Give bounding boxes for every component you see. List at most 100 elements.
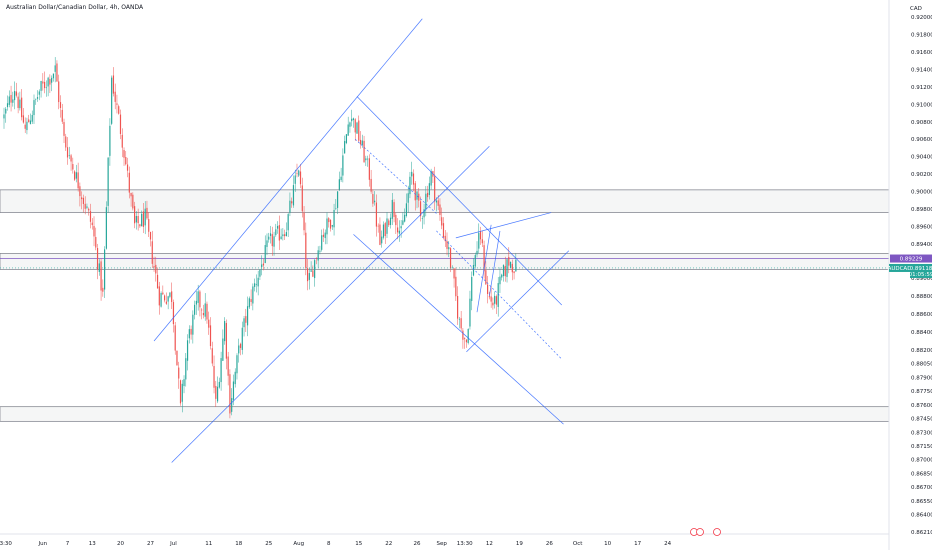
candle-body <box>225 323 227 359</box>
x-tick-label: 12 <box>486 541 493 547</box>
candle-body <box>169 292 171 297</box>
candle-body <box>204 303 206 317</box>
candle-body <box>494 295 496 304</box>
candle-body <box>38 91 40 95</box>
candle-body <box>121 134 123 148</box>
candle-body <box>441 217 443 226</box>
event-flag-icon[interactable] <box>713 528 721 536</box>
candle-body <box>338 179 340 190</box>
candle-body <box>384 223 386 237</box>
zone-rectangle[interactable] <box>0 253 890 270</box>
trendline[interactable] <box>489 230 501 297</box>
candle-body <box>296 173 298 174</box>
bar-countdown: 01:05:59 <box>909 272 932 278</box>
dashed-trendline[interactable] <box>436 230 562 360</box>
candle-body <box>321 235 323 250</box>
candle-body <box>423 209 425 218</box>
trendline[interactable] <box>476 224 492 313</box>
candle-body <box>22 115 25 123</box>
candle-body <box>96 248 99 270</box>
candle-body <box>448 247 450 250</box>
candle-body <box>105 207 107 249</box>
candle-body <box>206 303 208 320</box>
candle-body <box>15 91 17 96</box>
y-tick-label: 0.88600 <box>911 312 932 318</box>
trendline[interactable] <box>153 18 423 342</box>
candle-body <box>490 296 492 302</box>
y-tick-label: 0.89600 <box>911 225 932 231</box>
candle-body <box>372 194 374 204</box>
candle-body <box>396 227 399 233</box>
candle-body <box>324 232 326 239</box>
x-tick-label: 19 <box>516 541 523 547</box>
x-tick-label: Oct <box>573 541 583 547</box>
candle-body <box>59 102 62 108</box>
candle-body <box>402 220 404 225</box>
candle-body <box>220 358 222 383</box>
candle-body <box>499 276 501 285</box>
candle-body <box>245 316 247 323</box>
candle-body <box>12 99 14 103</box>
trendline[interactable] <box>356 96 562 306</box>
candle-body <box>453 268 455 279</box>
candle-body <box>162 292 164 295</box>
last-price-value: 0.89118 <box>910 266 932 272</box>
time-axis[interactable]: 13:30 Jun 7 13 20 27 Jul 11 18 25 Aug 8 15 22 26 Sep 13:… <box>0 541 672 547</box>
candle-body <box>278 225 280 241</box>
candle-body <box>305 232 307 268</box>
candle-body <box>354 119 356 133</box>
y-tick-label: 0.87150 <box>911 444 932 450</box>
trendline[interactable] <box>171 145 490 463</box>
y-tick-label: 0.91400 <box>911 67 932 73</box>
candle-body <box>56 63 58 82</box>
y-tick-label: 0.86850 <box>911 471 932 477</box>
candle-body <box>299 171 302 185</box>
candle-body <box>211 348 213 364</box>
candle-body <box>291 201 293 204</box>
price-axis[interactable]: 0.92000 0.91800 0.91600 0.91400 0.91200 0.910… <box>911 15 932 536</box>
candle-body <box>104 249 106 290</box>
candle-body <box>21 97 23 118</box>
candle-body <box>289 200 291 213</box>
candle-body <box>201 309 203 311</box>
candle-body <box>312 270 314 277</box>
candle-body <box>236 355 238 374</box>
candle-body <box>216 386 219 402</box>
candle-body <box>280 236 282 240</box>
candle-body <box>186 340 189 361</box>
candle-body <box>183 379 185 387</box>
y-tick-label: 0.86210 <box>911 530 932 536</box>
event-markers[interactable] <box>690 528 721 536</box>
event-flag-icon[interactable] <box>696 528 704 536</box>
y-tick-label: 0.87900 <box>911 375 932 381</box>
candle-body <box>458 318 460 320</box>
candle-body <box>171 291 173 302</box>
y-tick-label: 0.91000 <box>911 102 932 108</box>
candle-body <box>149 231 152 240</box>
trendlines-layer[interactable] <box>153 18 570 463</box>
candle-body <box>412 173 415 185</box>
candle-body <box>45 87 47 89</box>
x-tick-label: 27 <box>147 541 154 547</box>
candle-body <box>262 263 265 266</box>
x-tick-label: 26 <box>546 541 553 547</box>
alert-price-tag <box>890 254 932 263</box>
trendline[interactable] <box>466 250 570 353</box>
trendline[interactable] <box>353 234 564 425</box>
currency-label: CAD <box>910 6 922 12</box>
trendline[interactable] <box>455 212 552 239</box>
candle-body <box>209 325 212 347</box>
zone-rectangle[interactable] <box>0 406 890 422</box>
candle-body <box>102 287 104 292</box>
candle-body <box>414 183 416 201</box>
y-tick-label: 0.87300 <box>911 430 932 436</box>
candle-body <box>285 232 287 237</box>
candle-body <box>370 178 372 192</box>
candle-body <box>492 302 494 306</box>
y-tick-label: 0.90800 <box>911 120 932 126</box>
candle-body <box>84 203 86 209</box>
candle-body <box>172 302 175 325</box>
candle-body <box>40 80 42 91</box>
y-tick-label: 0.91800 <box>911 32 932 38</box>
